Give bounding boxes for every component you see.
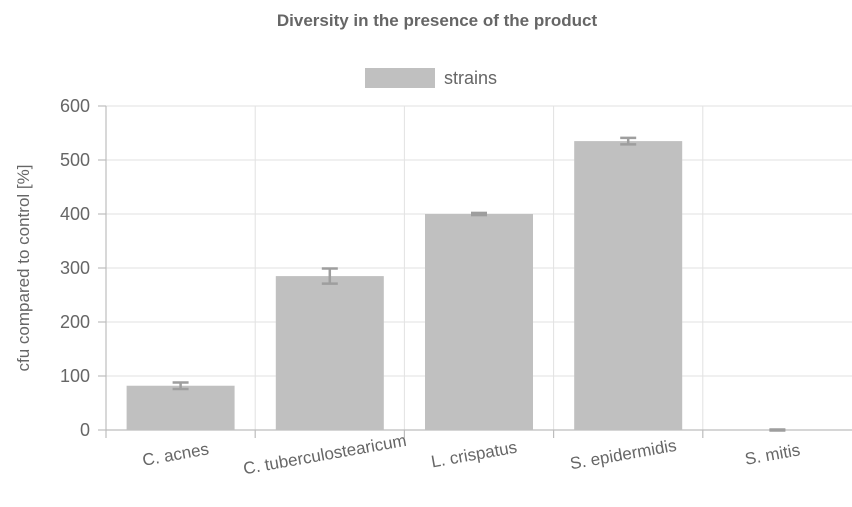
y-tick-label: 400 [60,204,90,224]
y-tick-label: 0 [80,420,90,440]
y-tick-label: 100 [60,366,90,386]
y-tick-label: 300 [60,258,90,278]
legend: strains [365,68,497,88]
bars [126,141,683,430]
x-tick-label: C. acnes [141,439,210,469]
bar [126,385,235,430]
bar [574,141,683,430]
chart-title: Diversity in the presence of the product [277,11,598,30]
y-tick-label: 500 [60,150,90,170]
y-tick-label: 200 [60,312,90,332]
legend-label: strains [444,68,497,88]
y-axis-title: cfu compared to control [%] [14,165,33,372]
y-tick-label: 600 [60,96,90,116]
bar [425,214,533,430]
x-tick-label: L. crispatus [430,438,519,472]
bar [275,276,384,430]
y-axis-ticks: 0 100 200 300 400 500 600 [60,96,90,440]
legend-swatch [365,68,435,88]
x-tick-label: S. mitis [743,440,801,468]
error-bars [172,136,786,432]
x-tick-label: C. tuberculostearicum [242,431,408,478]
x-tick-label: S. epidermidis [569,436,678,473]
